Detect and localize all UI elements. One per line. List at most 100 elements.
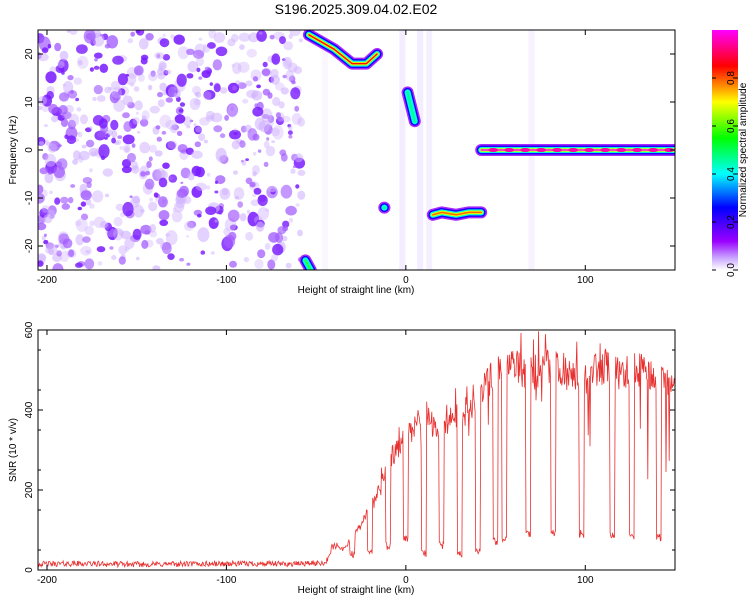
noise-speckle: [256, 30, 267, 42]
noise-speckle: [77, 206, 83, 211]
noise-speckle: [281, 115, 291, 123]
noise-speckle: [203, 89, 216, 100]
noise-speckle: [203, 139, 208, 144]
noise-speckle: [38, 141, 45, 146]
noise-speckle: [121, 166, 132, 174]
noise-speckle: [66, 30, 71, 33]
noise-speckle: [93, 84, 103, 95]
noise-speckle: [61, 203, 70, 210]
noise-speckle: [213, 83, 221, 93]
vertical-streak: [322, 30, 329, 270]
noise-speckle: [124, 146, 130, 153]
noise-speckle: [270, 127, 280, 137]
noise-speckle: [129, 82, 135, 87]
noise-speckle: [167, 253, 175, 260]
noise-speckle: [191, 186, 203, 198]
noise-speckle: [69, 30, 78, 35]
noise-speckle: [247, 128, 258, 141]
noise-speckle: [271, 53, 281, 65]
noise-speckle: [111, 130, 118, 138]
noise-speckle: [267, 92, 273, 99]
noise-speckle: [264, 243, 271, 250]
noise-speckle: [122, 112, 130, 119]
noise-speckle: [227, 104, 238, 118]
noise-speckle: [214, 180, 219, 184]
noise-speckle: [89, 67, 94, 72]
noise-speckle: [73, 77, 83, 85]
noise-speckle: [41, 205, 50, 213]
noise-speckle: [254, 259, 264, 269]
snr-frame: [37, 329, 676, 571]
noise-speckle: [60, 250, 69, 262]
noise-speckle: [280, 87, 289, 95]
noise-speckle: [144, 230, 151, 235]
noise-speckle: [219, 187, 231, 200]
noise-speckle: [197, 213, 202, 218]
noise-speckle: [186, 125, 191, 129]
noise-speckle: [132, 228, 142, 240]
noise-speckle: [86, 181, 92, 188]
noise-speckle: [85, 139, 95, 148]
noise-speckle: [60, 196, 69, 204]
x-tick-label: 100: [577, 275, 594, 286]
noise-speckle: [104, 86, 112, 94]
noise-speckle: [262, 61, 268, 68]
noise-speckle: [123, 144, 131, 154]
noise-speckle: [119, 146, 124, 150]
noise-speckle: [279, 149, 287, 156]
noise-speckle: [54, 197, 61, 205]
colorbar: 0.0 0.2 0.4 0.6 0.8 Normalized spectral ampl…: [712, 30, 749, 277]
noise-speckle: [52, 263, 64, 270]
upper-left-track: [308, 34, 378, 65]
noise-speckle: [267, 259, 276, 270]
noise-speckle: [263, 161, 269, 167]
noise-speckle: [287, 124, 292, 128]
noise-speckle: [214, 219, 218, 223]
noise-speckle: [127, 38, 134, 44]
noise-speckle: [245, 158, 250, 162]
noise-speckle: [102, 168, 114, 177]
colorbar-tick-label: 0.4: [726, 167, 737, 181]
noise-speckle: [104, 193, 110, 198]
noise-speckle: [257, 207, 270, 221]
noise-speckle: [191, 150, 203, 159]
noise-speckle: [67, 90, 78, 99]
noise-speckle: [113, 227, 123, 241]
noise-speckle: [198, 37, 203, 41]
noise-speckle: [64, 134, 69, 139]
snr-line: [38, 331, 675, 569]
noise-speckle: [68, 113, 80, 127]
noise-speckle: [156, 136, 162, 142]
noise-speckle: [54, 244, 59, 248]
noise-speckle: [239, 213, 247, 222]
noise-speckle: [246, 48, 257, 58]
noise-speckle: [249, 182, 256, 188]
noise-speckle: [145, 33, 154, 41]
noise-speckle: [231, 63, 236, 68]
colorbar-ticks: 0.0 0.2 0.4 0.6 0.8: [712, 71, 738, 277]
noise-speckle: [171, 210, 183, 223]
noise-speckle: [156, 53, 161, 59]
noise-speckle: [204, 66, 211, 71]
noise-speckle: [297, 117, 306, 127]
noise-speckle: [263, 140, 270, 149]
noise-speckle: [89, 220, 95, 227]
noise-speckle: [111, 137, 116, 144]
noise-speckle: [267, 186, 277, 193]
zero-band-peak: [616, 148, 627, 152]
noise-speckle: [110, 119, 119, 131]
noise-speckle: [194, 141, 201, 148]
noise-speckle: [285, 69, 295, 81]
noise-speckle: [159, 38, 170, 48]
noise-speckle: [99, 220, 109, 229]
noise-speckle: [173, 92, 179, 98]
noise-speckle: [81, 144, 87, 149]
noise-speckle: [89, 126, 93, 130]
noise-speckle: [76, 107, 82, 112]
spectrogram-x-label: Height of straight line (km): [298, 285, 415, 296]
noise-speckle: [237, 61, 250, 73]
noise-speckle: [250, 199, 260, 206]
noise-speckle: [75, 234, 84, 246]
noise-speckle: [208, 217, 219, 230]
noise-speckle: [285, 205, 297, 216]
